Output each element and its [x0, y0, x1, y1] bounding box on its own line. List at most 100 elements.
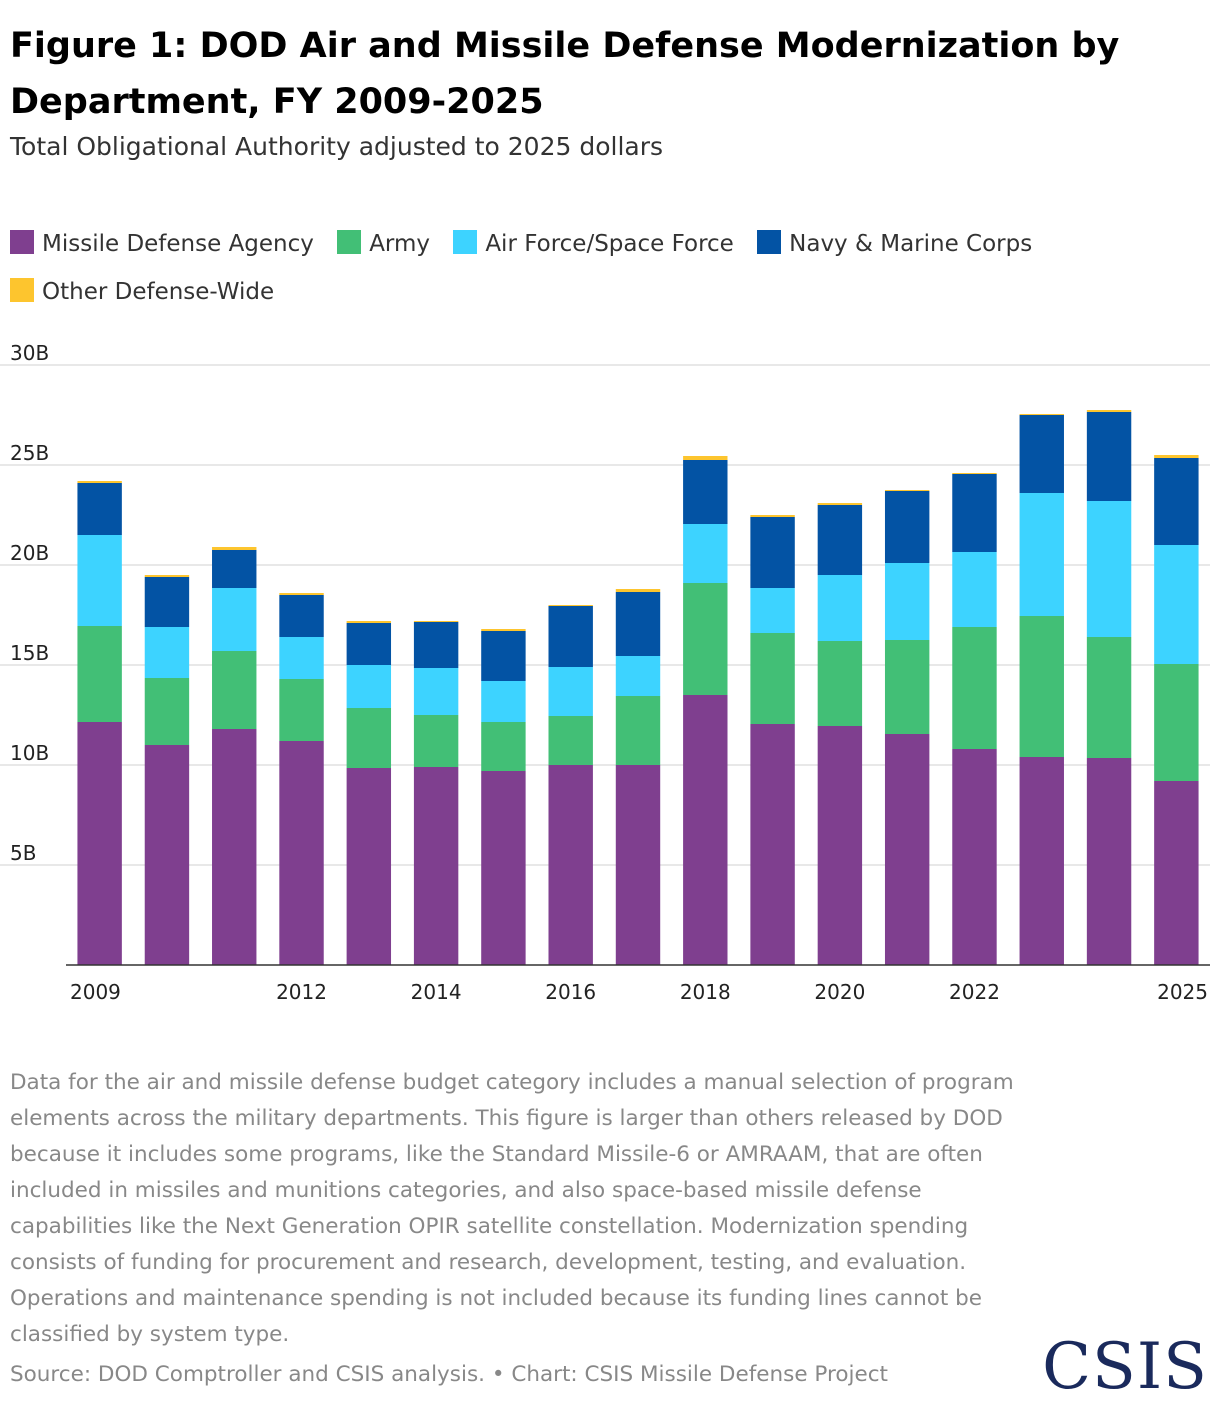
bar-segment — [212, 547, 257, 550]
legend: Missile Defense Agency Army Air Force/Sp… — [10, 220, 1215, 316]
bar-segment — [413, 767, 459, 965]
bar-segment — [279, 741, 324, 965]
bar-segment — [683, 695, 728, 965]
bar-segment — [884, 490, 930, 491]
x-tick-label: 2009 — [70, 980, 121, 1004]
chart-title: Figure 1: DOD Air and Missile Defense Mo… — [10, 26, 1120, 122]
bar-segment — [144, 627, 190, 678]
bar-segment — [548, 605, 593, 606]
x-tick-label: 2016 — [545, 980, 596, 1004]
y-tick-label: 20B — [10, 541, 49, 565]
bar-segment — [481, 631, 526, 681]
bar-segment — [413, 622, 459, 668]
bar-segment — [952, 749, 997, 965]
y-tick-label: 25B — [10, 441, 49, 465]
bar-segment — [683, 456, 728, 460]
bar-segment — [683, 524, 728, 583]
legend-item-air-force-space-force: Air Force/Space Force — [453, 220, 734, 268]
bar-segment — [1019, 414, 1064, 415]
bar-segment — [1086, 410, 1132, 412]
bar-segment — [817, 641, 863, 726]
bar-segment — [548, 606, 593, 667]
legend-swatch — [10, 230, 34, 254]
bar-segment — [615, 589, 661, 592]
bar-segment — [817, 503, 863, 505]
legend-item-army: Army — [337, 220, 430, 268]
bar-segment — [1019, 493, 1064, 616]
bar-segment — [77, 722, 122, 965]
bar-segment — [346, 665, 392, 708]
bar-segment — [615, 592, 661, 656]
bar-segment — [884, 734, 930, 965]
bar-segment — [750, 724, 795, 965]
legend-item-missile-defense-agency: Missile Defense Agency — [10, 220, 314, 268]
legend-label: Air Force/Space Force — [485, 231, 734, 257]
x-tick-label: 2012 — [276, 980, 327, 1004]
bar-segment — [77, 483, 122, 535]
bar-segment — [750, 588, 795, 633]
bar-segment — [952, 474, 997, 552]
bar-segment — [212, 729, 257, 965]
legend-swatch — [453, 230, 478, 254]
bar-segment — [279, 595, 324, 637]
bar-segment — [1019, 616, 1064, 757]
bar-segment — [750, 515, 795, 517]
bar-segment — [817, 726, 863, 965]
bar-segment — [212, 550, 257, 588]
bar-segment — [1019, 757, 1064, 965]
y-tick-label: 5B — [10, 841, 36, 865]
legend-label: Army — [369, 231, 431, 257]
bar-segment — [817, 575, 863, 641]
bar-segment — [952, 552, 997, 627]
bar-segment — [144, 577, 190, 627]
bar-segment — [1019, 415, 1064, 493]
bar-segment — [1154, 664, 1199, 781]
bar-segment — [413, 715, 459, 767]
bar-segment — [615, 765, 661, 965]
legend-label: Other Defense-Wide — [42, 279, 275, 305]
bar-segment — [817, 505, 863, 575]
bar-segment — [952, 473, 997, 474]
bar-segment — [1154, 545, 1199, 664]
bar-segment — [413, 668, 459, 715]
bar-segment — [548, 716, 593, 765]
bar-segment — [1086, 758, 1132, 965]
bar-segment — [884, 491, 930, 563]
bar-segment — [481, 681, 526, 722]
bar-segment — [1154, 455, 1199, 458]
bar-segment — [346, 768, 392, 965]
legend-swatch — [757, 230, 782, 254]
bar-segment — [346, 623, 392, 665]
bar-segment — [279, 679, 324, 741]
bar-segment — [144, 678, 190, 745]
bar-segment — [346, 708, 392, 768]
bar-segment — [683, 460, 728, 524]
bar-segment — [952, 627, 997, 749]
chart-note: Data for the air and missile defense bud… — [10, 1070, 1014, 1347]
x-tick-label: 2022 — [949, 980, 1000, 1004]
legend-swatch — [337, 230, 362, 254]
legend-item-navy-marine-corps: Navy & Marine Corps — [757, 220, 1032, 268]
bar-segment — [77, 481, 122, 483]
bar-segment — [481, 722, 526, 771]
bar-segment — [212, 651, 257, 729]
stacked-bar-chart: 5B 10B 15B 20B 25B 30B 2009 2012 2014 2016 2018 202… — [0, 341, 1210, 1004]
csis-logo: CSIS — [1042, 1330, 1208, 1404]
legend-item-other-defense-wide: Other Defense-Wide — [10, 268, 274, 316]
bar-segment — [77, 535, 122, 626]
y-tick-label: 15B — [10, 641, 49, 665]
x-tick-label: 2014 — [411, 980, 462, 1004]
bar-segment — [548, 765, 593, 965]
bar-segment — [750, 633, 795, 724]
y-tick-label: 10B — [10, 741, 49, 765]
y-tick-label: 30B — [10, 341, 49, 365]
bar-segment — [481, 771, 526, 965]
bar-segment — [884, 640, 930, 734]
bar-segment — [413, 621, 459, 622]
bar-segment — [481, 629, 526, 631]
chart-source: Source: DOD Comptroller and CSIS analysi… — [10, 1362, 888, 1387]
bar-segment — [615, 656, 661, 696]
bar-segment — [683, 583, 728, 695]
bar-segment — [144, 745, 190, 965]
bar-segment — [144, 575, 190, 577]
